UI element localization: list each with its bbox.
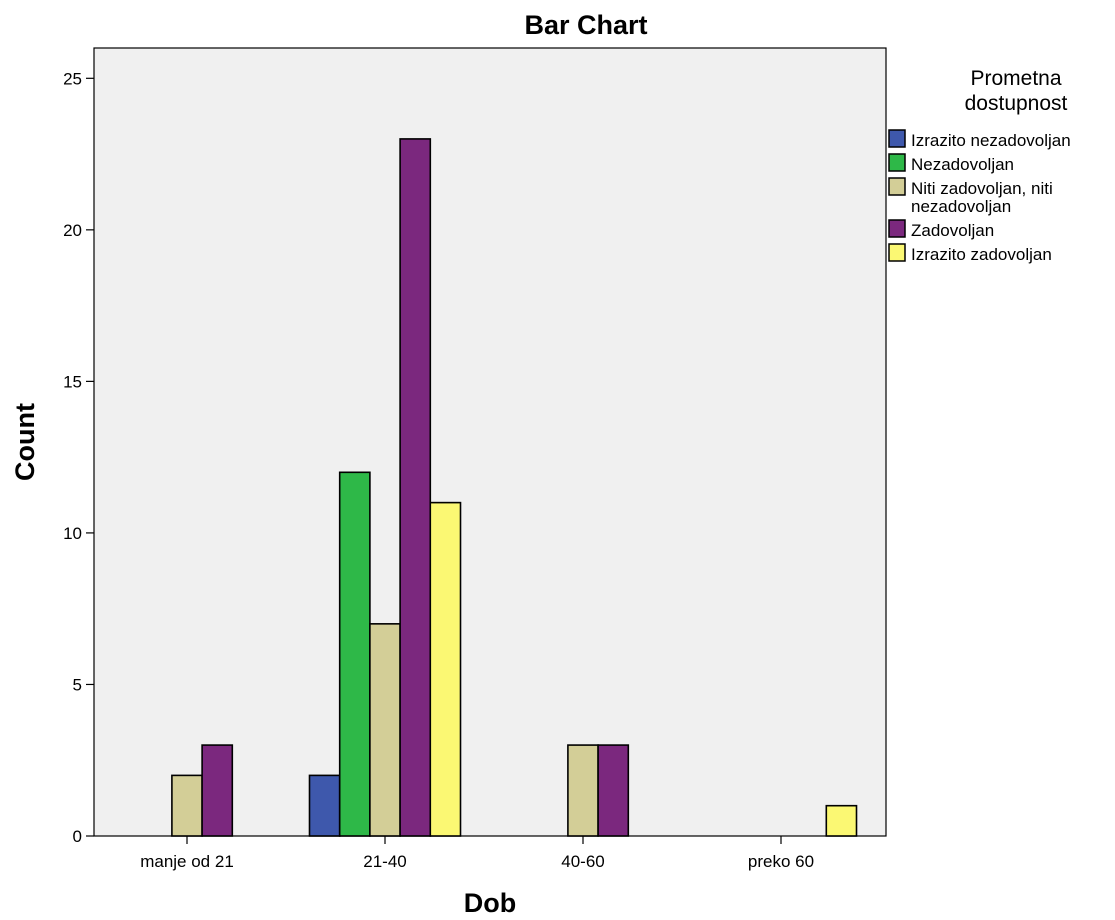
bar (597, 744, 630, 837)
legend-swatch (888, 219, 906, 238)
chart-title: Bar Chart (524, 10, 647, 40)
y-tick-label: 5 (73, 675, 82, 694)
legend-label: Nezadovoljan (911, 155, 1014, 174)
legend-swatch (888, 243, 906, 262)
y-tick-label: 10 (63, 524, 82, 543)
legend-label: Zadovoljan (911, 221, 994, 240)
y-axis: 0 5 10 15 20 25 (63, 69, 94, 846)
legend-swatch (888, 129, 906, 148)
bar (308, 774, 341, 837)
legend-label: Izrazito nezadovoljan (911, 131, 1071, 150)
legend-swatch (888, 177, 906, 196)
bar (171, 774, 203, 837)
bar (399, 138, 432, 837)
y-tick-label: 20 (63, 221, 82, 240)
legend-label: Niti zadovoljan, niti (911, 179, 1053, 198)
legend-title: dostupnost (965, 92, 1068, 115)
x-tick-label: preko 60 (748, 852, 814, 871)
y-axis-title: Count (10, 403, 40, 481)
x-axis-title: Dob (464, 888, 516, 918)
legend-title: Prometna (970, 67, 1061, 90)
bar (369, 623, 401, 837)
bar (429, 501, 462, 837)
bar (201, 744, 234, 837)
plot-area (93, 47, 887, 837)
y-tick-label: 15 (63, 372, 82, 391)
x-tick-label: manje od 21 (140, 852, 234, 871)
x-axis: manje od 21 21-40 40-60 preko 60 (140, 836, 814, 871)
x-tick-label: 40-60 (561, 852, 604, 871)
y-tick-label: 0 (73, 827, 82, 846)
bar (338, 471, 371, 837)
legend-label: Izrazito zadovoljan (911, 245, 1052, 264)
x-tick-label: 21-40 (363, 852, 406, 871)
bar-series-group (171, 138, 858, 837)
bar (825, 804, 858, 837)
y-tick-label: 25 (63, 69, 82, 88)
legend-label: nezadovoljan (911, 197, 1011, 216)
bar (567, 744, 599, 837)
legend-swatch (888, 153, 906, 172)
